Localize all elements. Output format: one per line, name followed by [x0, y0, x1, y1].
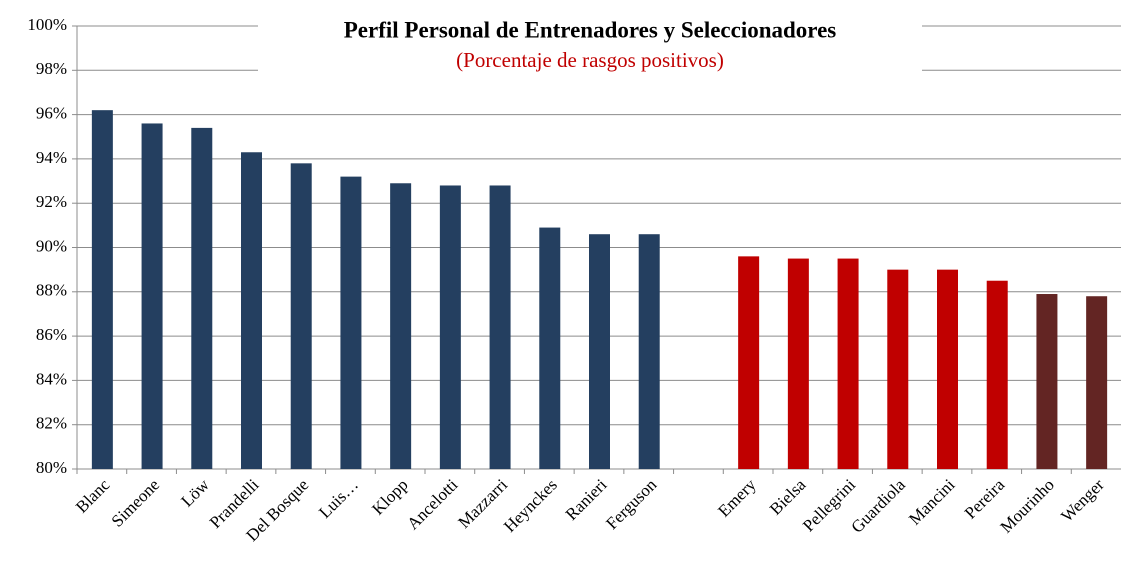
bar: [241, 152, 262, 469]
bar: [638, 234, 660, 469]
x-tick-label: Simeone: [108, 475, 164, 531]
x-tick-label: Luis…: [315, 475, 362, 522]
x-tick-label: Ranieri: [562, 475, 611, 524]
title-box: [258, 8, 922, 72]
chart-subtitle: (Porcentaje de rasgos positivos): [456, 48, 724, 72]
x-tick-label: Ferguson: [602, 475, 660, 533]
bar: [738, 256, 760, 469]
chart-title: Perfil Personal de Entrenadores y Selecc…: [344, 17, 837, 42]
bar: [837, 258, 859, 469]
x-tick-label: Klopp: [368, 475, 411, 518]
bar: [290, 163, 312, 469]
x-tick-label: Blanc: [72, 475, 114, 517]
bar: [539, 227, 561, 469]
x-tick-label: Pereira: [961, 475, 1009, 523]
bar: [1036, 294, 1058, 469]
y-tick-label: 100%: [27, 15, 67, 34]
y-tick-label: 80%: [36, 458, 67, 477]
y-tick-label: 98%: [36, 59, 67, 78]
y-tick-label: 94%: [36, 148, 67, 167]
bar: [91, 110, 113, 470]
bar: [937, 269, 958, 469]
x-tick-label: Wenger: [1057, 475, 1108, 526]
bar: [489, 185, 511, 470]
bar: [887, 269, 909, 469]
y-tick-label: 84%: [36, 369, 67, 388]
x-tick-label: Mancini: [905, 475, 959, 529]
x-tick-label: Mourinho: [997, 475, 1059, 537]
bar: [390, 183, 412, 469]
bar: [439, 185, 461, 470]
bar: [787, 258, 809, 469]
bar: [141, 123, 163, 470]
y-tick-label: 86%: [36, 325, 67, 344]
bar: [191, 127, 213, 469]
x-tick-label: Emery: [714, 475, 760, 521]
x-tick-label: Bielsa: [766, 475, 810, 519]
y-tick-label: 82%: [36, 414, 67, 433]
bar: [340, 176, 362, 469]
x-tick-label: Heynckes: [500, 475, 561, 536]
x-tick-label: Löw: [177, 475, 213, 511]
bar: [986, 280, 1008, 469]
y-tick-label: 92%: [36, 192, 67, 211]
x-tick-label: Ancelotti: [403, 475, 461, 533]
bar: [589, 234, 610, 469]
y-tick-label: 96%: [36, 104, 67, 123]
bar: [1086, 296, 1108, 469]
y-tick-label: 90%: [36, 236, 67, 255]
y-tick-label: 88%: [36, 281, 67, 300]
x-tick-label: Guardiola: [847, 475, 909, 537]
